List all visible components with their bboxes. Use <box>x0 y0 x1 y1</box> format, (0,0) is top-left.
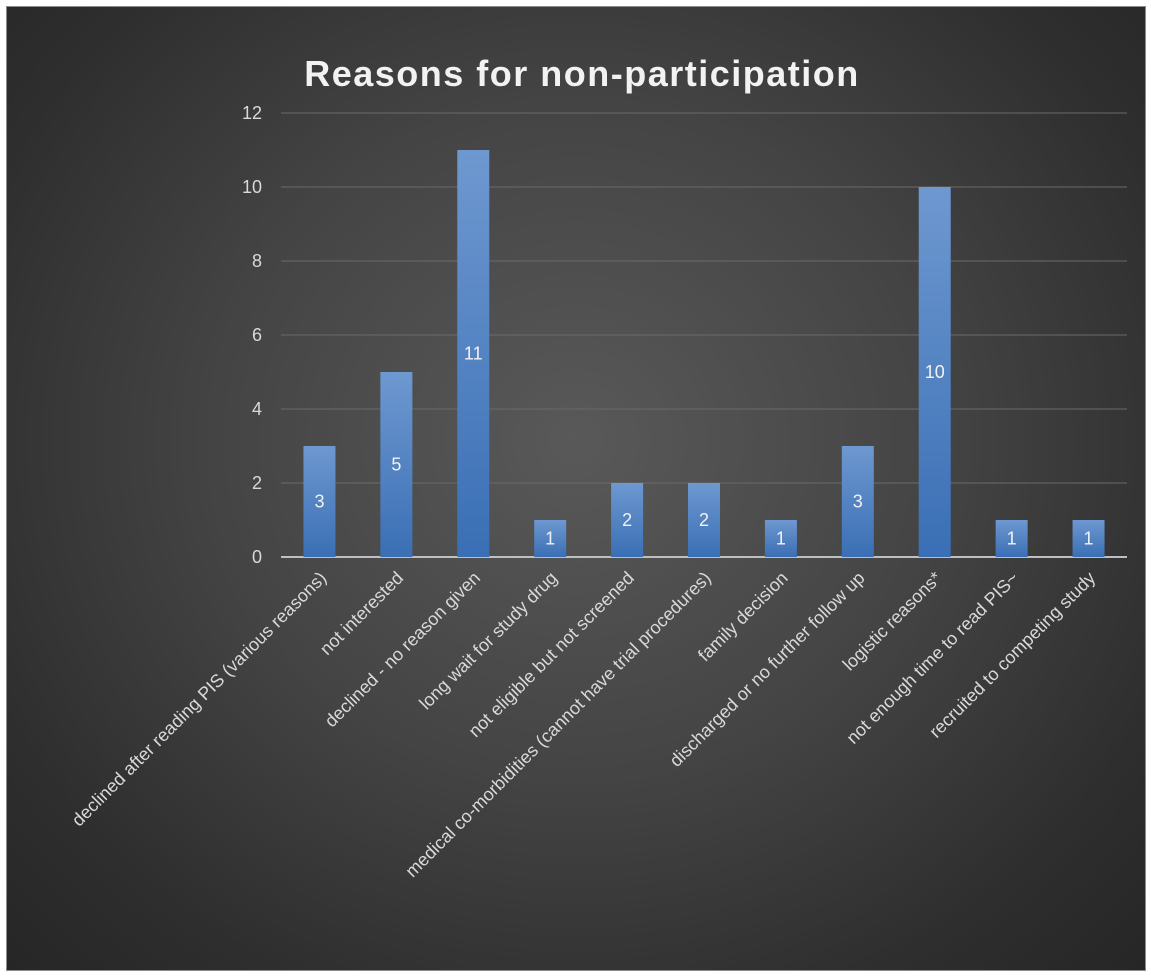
y-tick-label: 6 <box>252 325 262 345</box>
data-label: 1 <box>1007 529 1017 549</box>
data-label: 3 <box>314 492 324 512</box>
x-category-label: long wait for study drug <box>415 568 561 714</box>
bar <box>688 483 720 557</box>
x-category-label: declined - no reason given <box>321 568 484 731</box>
bar <box>995 520 1028 557</box>
bar <box>918 187 951 557</box>
bar <box>1072 520 1105 557</box>
bar-chart: Reasons for non-participation 024681012 … <box>68 53 1127 881</box>
bars <box>303 150 1105 557</box>
data-label: 11 <box>464 344 483 364</box>
data-label: 10 <box>925 362 945 382</box>
data-label: 2 <box>622 510 632 530</box>
bar <box>764 520 797 557</box>
y-tick-label: 10 <box>242 177 262 197</box>
y-tick-label: 8 <box>252 251 262 271</box>
bar <box>841 446 874 557</box>
y-tick-label: 12 <box>242 103 262 123</box>
x-category-label: declined after reading PIS (various reas… <box>68 568 330 830</box>
data-label: 1 <box>776 529 786 549</box>
bar <box>611 483 644 557</box>
data-label: 2 <box>699 510 709 530</box>
chart-title: Reasons for non-participation <box>304 53 860 94</box>
chart-area: Reasons for non-participation 0 2 4 6 8 10 12 … <box>6 6 1146 971</box>
y-tick-label: 0 <box>252 547 262 567</box>
data-label: 1 <box>1084 529 1094 549</box>
y-tick-label: 4 <box>252 399 262 419</box>
y-axis-ticks: 0 2 4 6 8 10 12 <box>242 103 262 567</box>
bar <box>380 372 413 557</box>
data-label: 3 <box>853 492 863 512</box>
x-category-label: not eligible but not screened <box>465 568 638 741</box>
bar <box>457 150 490 557</box>
y-tick-label: 2 <box>252 473 262 493</box>
x-category-label: recruited to competing study <box>925 568 1099 742</box>
bar <box>534 520 567 557</box>
data-label: 1 <box>545 529 555 549</box>
data-label: 5 <box>391 455 401 475</box>
bar <box>303 446 336 557</box>
x-axis-categories: declined after reading PIS (various reas… <box>68 568 1100 881</box>
